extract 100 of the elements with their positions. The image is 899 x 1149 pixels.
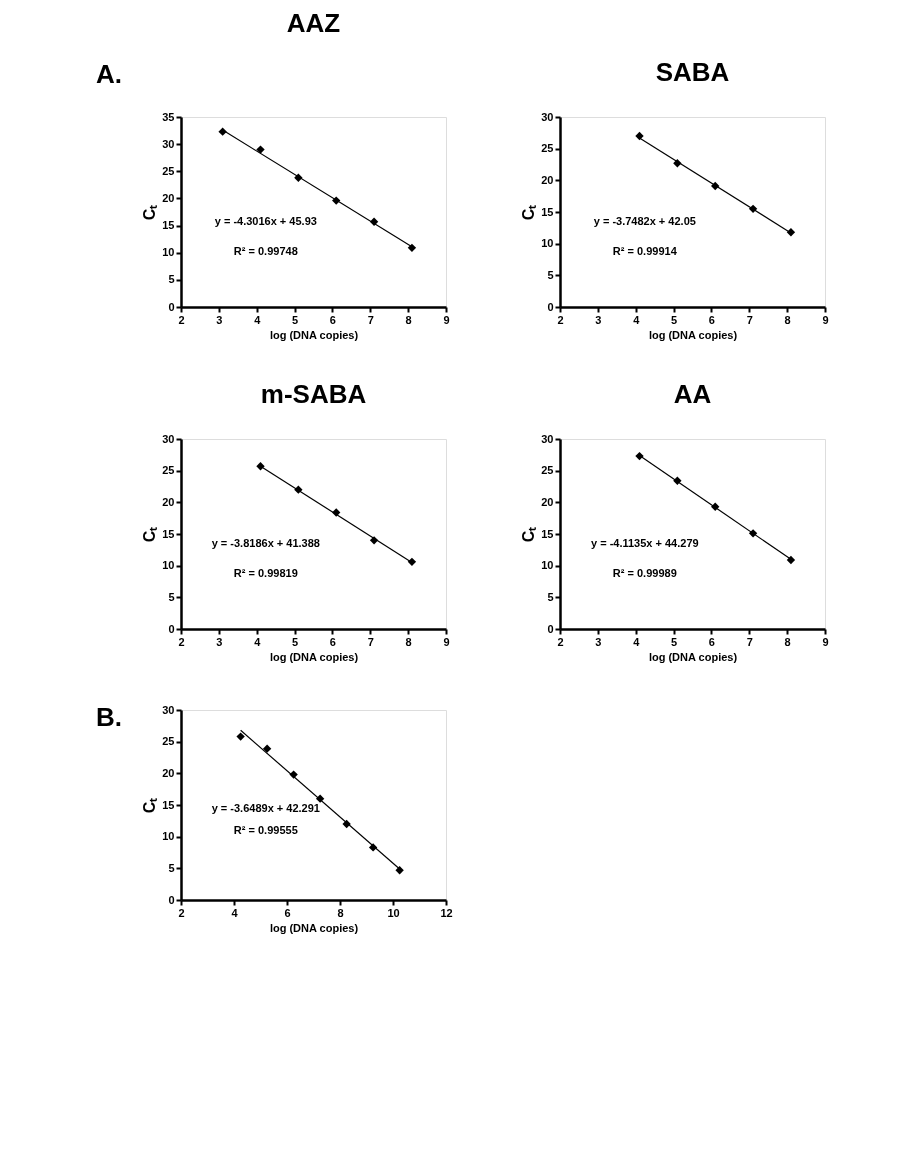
x-tick-label: 7	[746, 635, 753, 648]
y-axis-title: Cₜ	[141, 204, 159, 221]
annotation: y = -4.1135x + 44.279	[590, 536, 699, 549]
x-tick-label: 5	[292, 313, 299, 326]
y-tick-label: 25	[541, 464, 554, 477]
x-tick-label: 8	[405, 635, 412, 648]
x-tick-label: 3	[216, 635, 223, 648]
y-axis-title: Cₜ	[141, 526, 159, 543]
y-tick-label: 15	[162, 527, 175, 540]
y-tick-label: 0	[168, 893, 175, 906]
y-tick-label: 15	[541, 527, 554, 540]
x-tick-label: 2	[557, 635, 564, 648]
y-tick-label: 30	[541, 432, 554, 445]
annotation: y = -3.8186x + 41.388	[211, 536, 320, 549]
y-tick-label: 10	[541, 237, 554, 250]
y-tick-label: 20	[541, 495, 554, 508]
x-tick-label: 2	[557, 313, 564, 326]
y-tick-label: 10	[162, 559, 175, 572]
y-tick-label: 20	[162, 766, 175, 779]
y-tick-label: 5	[168, 861, 175, 874]
y-tick-label: 20	[162, 191, 175, 204]
y-axis-title: Cₜ	[520, 526, 538, 543]
x-tick-label: 3	[216, 313, 223, 326]
y-tick-label: 30	[162, 137, 175, 150]
text: A.	[96, 59, 122, 89]
y-tick-label: 20	[541, 173, 554, 186]
y-tick-label: 30	[541, 110, 554, 123]
point	[407, 243, 417, 253]
x-tick-label: 6	[284, 906, 291, 919]
x-tick-label: 2	[178, 906, 185, 919]
x-tick-label: 5	[671, 635, 678, 648]
x-tick-label: 2	[178, 635, 185, 648]
x-tick-label: 4	[254, 635, 262, 648]
annotation: R² = 0.99914	[612, 244, 678, 257]
x-tick-label: 6	[329, 635, 336, 648]
x-tick-label: 2	[178, 313, 185, 326]
point	[236, 732, 245, 741]
x-tick-label: 7	[367, 635, 374, 648]
x-tick-label: 12	[440, 906, 453, 919]
x-axis-title: log (DNA copies)	[269, 650, 359, 663]
y-tick-label: 30	[162, 703, 175, 716]
point	[256, 145, 265, 154]
x-tick-label: 10	[387, 906, 400, 919]
x-tick-label: 5	[671, 313, 678, 326]
x-tick-label: 4	[633, 313, 641, 326]
y-tick-label: 10	[162, 830, 175, 843]
x-tick-label: 5	[292, 635, 299, 648]
x-tick-label: 8	[784, 635, 791, 648]
x-tick-label: 9	[822, 635, 829, 648]
y-tick-label: 10	[162, 246, 175, 259]
text: B.	[96, 702, 122, 732]
chart-title: m-SABA	[260, 379, 367, 409]
y-tick-label: 25	[162, 464, 175, 477]
y-tick-label: 20	[162, 495, 175, 508]
annotation: R² = 0.99819	[233, 566, 298, 579]
y-tick-label: 0	[547, 300, 554, 313]
y-tick-label: 15	[541, 205, 554, 218]
y-tick-label: 30	[162, 432, 175, 445]
x-tick-label: 7	[367, 313, 374, 326]
annotation: y = -4.3016x + 45.93	[214, 214, 317, 227]
chart-title: AAZ	[286, 8, 341, 38]
annotation: R² = 0.99748	[233, 244, 298, 257]
point	[395, 866, 404, 875]
x-tick-label: 4	[633, 635, 641, 648]
x-tick-label: 4	[231, 906, 239, 919]
annotation: y = -3.6489x + 42.291	[211, 801, 320, 814]
x-tick-label: 4	[254, 313, 262, 326]
y-tick-label: 0	[547, 622, 554, 635]
x-tick-label: 8	[337, 906, 344, 919]
chart-title: SABA	[655, 57, 730, 87]
x-tick-label: 8	[405, 313, 412, 326]
x-axis-title: log (DNA copies)	[648, 650, 738, 663]
chart-title: AA	[673, 379, 712, 409]
x-tick-label: 6	[708, 635, 715, 648]
annotation: R² = 0.99555	[233, 823, 298, 836]
annotation: R² = 0.99989	[612, 566, 677, 579]
y-axis-title: Cₜ	[141, 797, 159, 814]
annotation: y = -3.7482x + 42.05	[593, 214, 696, 227]
x-tick-label: 3	[595, 313, 602, 326]
x-tick-label: 6	[708, 313, 715, 326]
x-axis-title: log (DNA copies)	[269, 328, 359, 341]
x-tick-label: 8	[784, 313, 791, 326]
y-tick-label: 35	[162, 110, 175, 123]
y-tick-label: 5	[168, 590, 175, 603]
y-tick-label: 5	[547, 268, 554, 281]
x-tick-label: 9	[822, 313, 829, 326]
y-tick-label: 25	[162, 164, 175, 177]
y-tick-label: 5	[168, 273, 175, 286]
y-tick-label: 0	[168, 622, 175, 635]
y-tick-label: 25	[541, 142, 554, 155]
x-tick-label: 9	[443, 313, 450, 326]
x-tick-label: 3	[595, 635, 602, 648]
y-axis-title: Cₜ	[520, 204, 538, 221]
point	[262, 744, 272, 753]
point	[786, 555, 796, 565]
y-tick-label: 15	[162, 219, 175, 232]
y-tick-label: 0	[168, 300, 175, 313]
x-tick-label: 9	[443, 635, 450, 648]
y-tick-label: 25	[162, 735, 175, 748]
x-tick-label: 7	[746, 313, 753, 326]
